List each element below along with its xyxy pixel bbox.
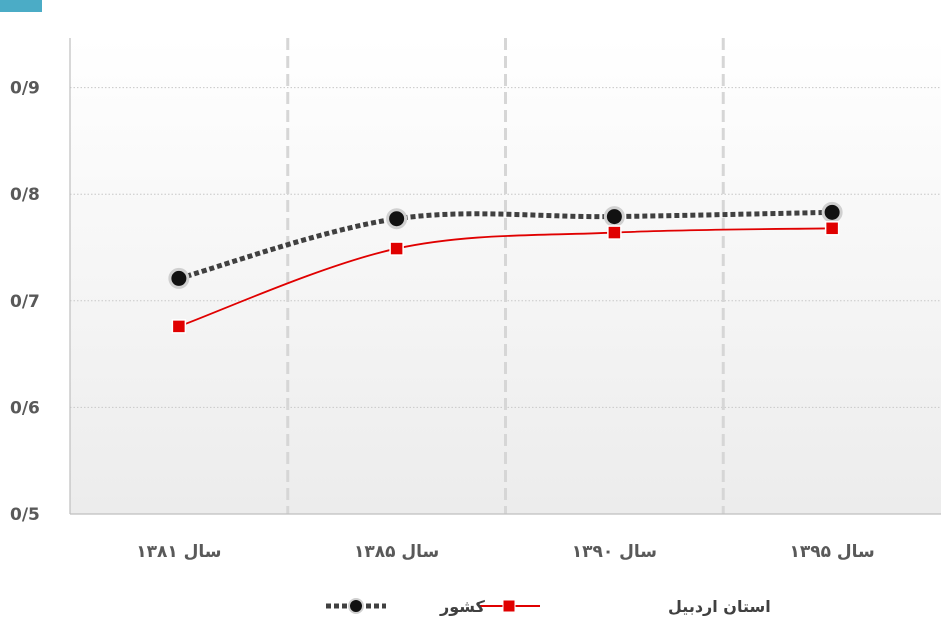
x-axis-ticks: سال ۱۳۸۱ سال ۱۳۸۵ سال ۱۳۹۰ سال ۱۳۹۵	[136, 542, 875, 562]
series-point	[607, 225, 622, 240]
y-tick-label: 0/9	[10, 79, 40, 99]
legend-label: کشور	[439, 597, 486, 616]
axes	[69, 38, 941, 515]
legend-swatch-marker	[348, 598, 364, 614]
series-point	[171, 319, 187, 334]
series-point	[386, 208, 408, 230]
y-tick-label: 0/5	[10, 505, 40, 525]
corner-accent-tab	[0, 0, 42, 12]
series-point	[821, 201, 843, 223]
legend: استان اردبیل کشور	[326, 597, 771, 616]
legend-label: استان اردبیل	[668, 597, 771, 616]
grid	[70, 38, 941, 514]
series-point	[603, 206, 625, 228]
legend-swatch-marker	[502, 599, 516, 613]
y-axis-ticks: 0/5 0/6 0/7 0/8 0/9	[10, 79, 40, 525]
series-line-1	[178, 227, 833, 328]
x-tick-label: سال ۱۳۹۵	[789, 542, 874, 562]
series-line-0	[178, 209, 833, 281]
series-point	[389, 241, 404, 256]
x-tick-label: سال ۱۳۸۵	[354, 542, 439, 562]
x-tick-label: سال ۱۳۸۱	[136, 542, 221, 562]
y-tick-label: 0/8	[10, 185, 40, 205]
y-tick-label: 0/7	[10, 292, 40, 312]
series-point	[168, 267, 190, 289]
x-tick-label: سال ۱۳۹۰	[572, 542, 657, 562]
series	[168, 201, 843, 334]
y-tick-label: 0/6	[10, 398, 40, 418]
series-point	[824, 221, 840, 236]
